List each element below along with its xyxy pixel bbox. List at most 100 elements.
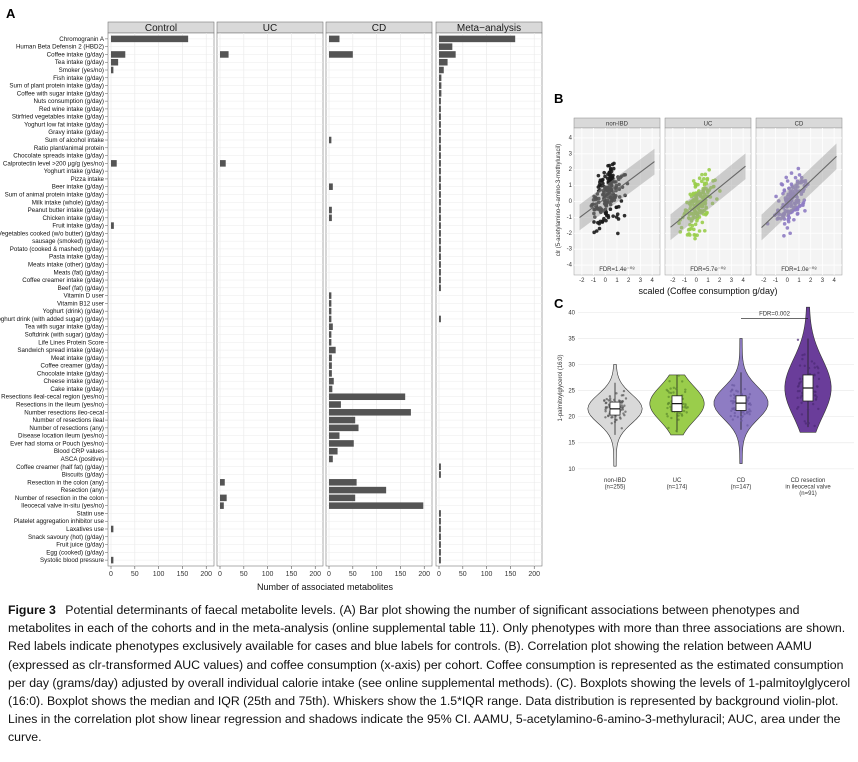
data-point	[616, 231, 620, 236]
data-point	[598, 178, 603, 183]
data-point	[682, 402, 685, 405]
data-point	[815, 395, 818, 399]
bar	[439, 66, 444, 74]
x-tick-label: 100	[371, 571, 383, 578]
sample-size-label: (n=91)	[799, 491, 817, 497]
category-label: Yoghurt drink (with added sugar) (g/day)	[0, 316, 104, 323]
data-point	[782, 222, 787, 226]
data-point	[605, 406, 609, 409]
data-point	[693, 236, 697, 241]
facet-frame	[325, 32, 433, 567]
x-tick-label: 50	[240, 571, 248, 578]
bar	[111, 66, 114, 74]
bar	[439, 533, 441, 541]
facet-frame	[107, 32, 215, 567]
bar	[329, 377, 334, 385]
category-label: Sum of plant protein intake (g/day)	[9, 83, 104, 90]
data-point	[733, 408, 737, 412]
x-tick-label: 2	[718, 278, 722, 284]
category-label: Sum of animal protein intake (g/day)	[5, 191, 104, 198]
data-point	[813, 394, 817, 397]
data-point	[665, 412, 668, 416]
sample-size-label: (n=255)	[605, 485, 626, 491]
category-label: Cake intake (g/day)	[50, 386, 104, 393]
data-point	[678, 411, 681, 415]
x-tick-label: 4	[832, 278, 836, 284]
bar	[220, 51, 229, 58]
data-point	[694, 193, 699, 198]
x-tick-label: 150	[505, 571, 517, 578]
data-point	[711, 179, 715, 183]
data-point	[685, 233, 690, 237]
data-point	[610, 416, 613, 419]
data-point	[611, 166, 616, 171]
data-point	[797, 204, 802, 209]
data-point	[669, 405, 672, 409]
data-point	[624, 410, 627, 413]
bar	[439, 222, 441, 229]
data-point	[798, 382, 801, 386]
bar	[329, 447, 338, 455]
bar	[439, 214, 441, 222]
bar	[439, 82, 442, 89]
data-point	[667, 426, 670, 430]
data-point	[707, 167, 711, 172]
category-label: Resections in the ileum (yes/no)	[16, 402, 104, 409]
category-label: Fruit intake (g/day)	[52, 223, 104, 230]
data-point	[622, 213, 627, 218]
data-point	[815, 385, 819, 388]
facet-title: UC	[704, 122, 713, 128]
data-point	[803, 353, 806, 356]
data-point	[789, 171, 794, 175]
bar	[329, 409, 411, 416]
data-point	[801, 203, 805, 208]
data-point	[604, 401, 608, 405]
data-point	[736, 415, 740, 419]
data-point	[668, 391, 671, 394]
data-point	[688, 206, 692, 211]
data-point	[791, 205, 796, 209]
bar	[329, 440, 354, 447]
category-label: Ever had stoma or Pouch (yes/no)	[10, 440, 104, 447]
data-point	[697, 189, 701, 193]
caption-text: Potential determinants of faecal metabol…	[8, 603, 851, 745]
data-point	[620, 427, 623, 430]
data-point	[603, 211, 608, 216]
data-point	[686, 216, 691, 220]
bar	[439, 206, 441, 214]
x-axis-title: scaled (Coffee consumption g/day)	[639, 286, 778, 296]
data-point	[749, 403, 752, 407]
data-point	[729, 394, 732, 397]
data-point	[691, 198, 696, 202]
data-point	[797, 405, 800, 409]
data-point	[799, 396, 802, 399]
bar	[439, 198, 441, 206]
x-tick-label: 1	[797, 278, 801, 284]
data-point	[731, 418, 735, 421]
bar	[439, 152, 441, 159]
data-point	[813, 374, 816, 377]
data-point	[666, 406, 669, 410]
data-point	[796, 198, 801, 203]
x-tick-label: non-IBD	[604, 478, 627, 484]
data-point	[785, 209, 790, 214]
data-point	[622, 412, 625, 415]
data-point	[782, 217, 787, 221]
data-point	[684, 403, 687, 406]
bar	[329, 479, 357, 486]
x-tick-label: 150	[395, 571, 407, 578]
bar	[439, 261, 441, 268]
data-point	[796, 385, 800, 388]
category-label: Tea with sugar intake (g/day)	[25, 324, 104, 331]
fdr-annotation: FDR=1.4e⁻⁰⁸	[599, 266, 635, 273]
data-point	[702, 228, 707, 233]
bar	[329, 393, 406, 401]
data-point	[785, 194, 790, 199]
data-point	[782, 234, 786, 238]
category-label: Number of resection in the colon	[15, 495, 105, 502]
x-tick-label: 100	[481, 571, 493, 578]
bar	[329, 401, 341, 408]
y-tick-label: 10	[568, 467, 575, 473]
bar	[329, 206, 332, 214]
data-point	[607, 177, 612, 181]
